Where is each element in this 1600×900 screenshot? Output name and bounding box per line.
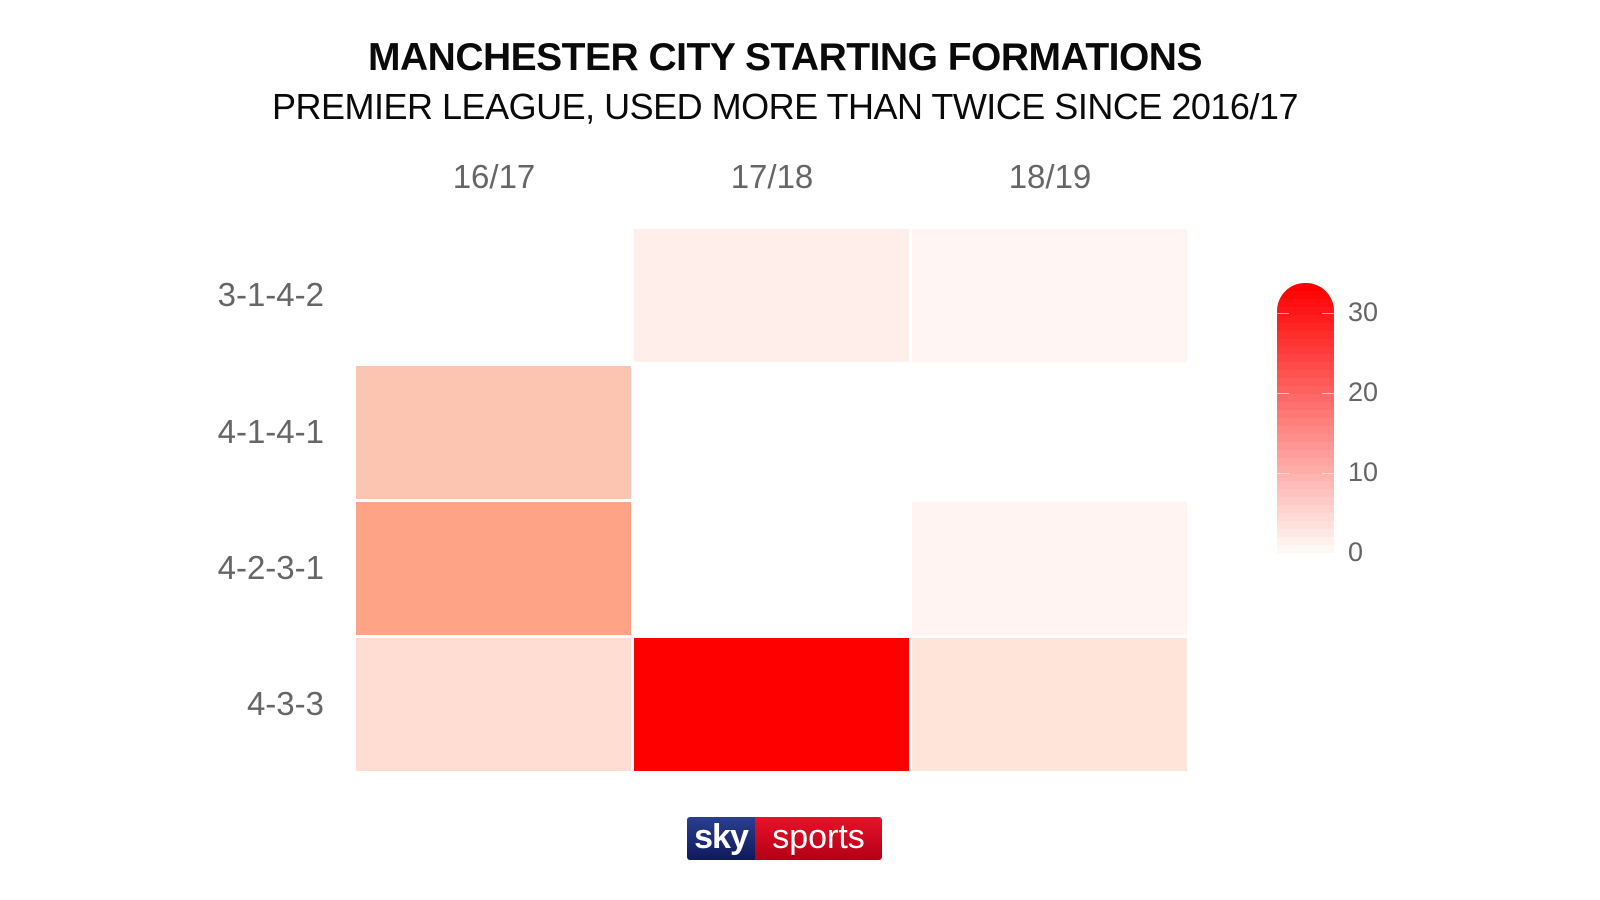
row-label: 3-1-4-2 [217,276,324,313]
colorbar-band [1277,505,1334,514]
heatmap-cell [634,502,909,635]
colorbar-band [1277,441,1334,450]
colorbar-band [1277,370,1334,379]
sky-sports-logo: sky sports [687,817,882,860]
colorbar-band [1277,306,1334,315]
heatmap-cell [356,229,631,362]
row-label: 4-2-3-1 [217,549,324,586]
column-label: 17/18 [730,158,814,195]
heatmap-cell [356,638,631,771]
row-label: 4-3-3 [246,685,324,722]
colorbar-tick-label: 20 [1348,377,1379,407]
colorbar-band [1277,544,1334,553]
colorbar-band [1277,314,1334,323]
colorbar-tick-label: 10 [1348,457,1379,487]
colorbar-band [1277,513,1334,522]
chart-title: MANCHESTER CITY STARTING FORMATIONS [368,36,1203,79]
colorbar-band [1277,386,1334,395]
logo-sports-text: sports [755,817,882,860]
colorbar-tick-mark [1277,313,1334,314]
colorbar-band [1277,378,1334,387]
colorbar-band [1277,394,1334,403]
colorbar-band [1277,497,1334,506]
row-label: 4-1-4-1 [217,413,324,450]
heatmap-cell [912,366,1187,499]
colorbar-band [1277,521,1334,530]
heatmap-cell [634,366,909,499]
heatmap-cell [912,229,1187,362]
colorbar-band [1277,465,1334,474]
colorbar-band [1277,298,1334,307]
colorbar-band [1277,354,1334,363]
chart-subtitle: PREMIER LEAGUE, USED MORE THAN TWICE SIN… [272,86,1298,127]
colorbar-band [1277,322,1334,331]
colorbar-band [1277,473,1334,482]
colorbar-band [1277,529,1334,537]
colorbar-band [1277,433,1334,442]
colorbar [1277,283,1334,553]
colorbar-band [1277,362,1334,371]
colorbar-tick-mark [1277,473,1334,474]
heatmap-cell [634,229,909,362]
colorbar-band [1277,537,1334,545]
colorbar-tick-label: 30 [1348,297,1379,327]
colorbar-band [1277,410,1334,418]
heatmap-cell [356,502,631,635]
column-label: 16/17 [452,158,536,195]
colorbar-band [1277,346,1334,355]
colorbar-band [1277,290,1334,299]
colorbar-band [1277,481,1334,490]
heatmap-cell [356,366,631,499]
heatmap-cell [912,502,1187,635]
colorbar-band [1277,489,1334,498]
column-label: 18/19 [1008,158,1092,195]
colorbar-band [1277,402,1334,410]
colorbar-band [1277,449,1334,458]
colorbar-tick-label: 0 [1348,537,1364,567]
logo-sky-text: sky [687,817,755,860]
colorbar-band [1277,425,1334,434]
colorbar-band [1277,417,1334,426]
heatmap-cell [634,638,909,771]
colorbar-band [1277,338,1334,347]
colorbar-tick-mark [1277,393,1334,394]
heatmap-cell [912,638,1187,771]
colorbar-band [1277,283,1334,291]
colorbar-band [1277,457,1334,466]
colorbar-band [1277,330,1334,339]
